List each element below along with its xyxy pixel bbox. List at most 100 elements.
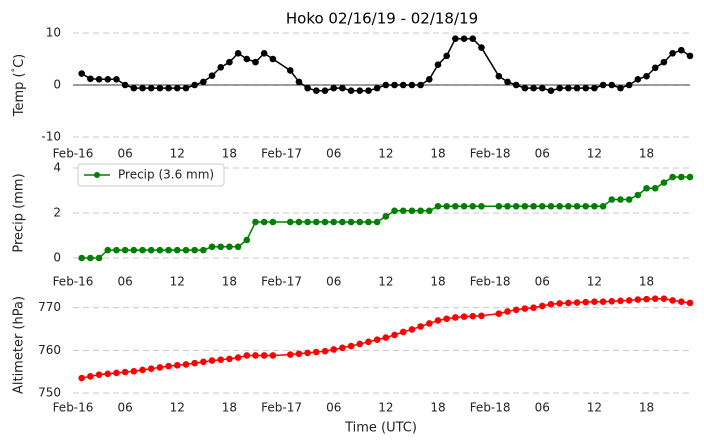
x-tick-label: Feb-17 (261, 147, 302, 161)
data-point (330, 346, 338, 353)
x-tick-label: 18 (430, 275, 445, 289)
data-point (304, 218, 311, 226)
data-point (399, 81, 407, 89)
x-tick-label: 12 (378, 147, 393, 161)
data-point (165, 246, 172, 254)
data-point (95, 254, 103, 262)
data-point (591, 84, 598, 92)
data-point (643, 72, 650, 80)
data-point (504, 202, 511, 210)
chart-title: Hoko 02/16/19 - 02/18/19 (286, 10, 478, 28)
data-point (234, 354, 242, 361)
data-point (678, 173, 685, 181)
data-point (547, 300, 555, 308)
data-point (365, 338, 372, 346)
x-tick-label: Feb-16 (53, 147, 94, 161)
x-tick-label: 06 (326, 147, 341, 161)
data-point (399, 207, 407, 215)
data-point (121, 246, 129, 254)
x-tick-label: 06 (118, 147, 133, 161)
data-point (173, 361, 181, 369)
data-point (173, 84, 181, 92)
data-point (356, 87, 364, 95)
data-point (565, 84, 572, 92)
data-point (295, 350, 303, 358)
data-point (634, 191, 642, 199)
data-point (617, 196, 624, 203)
data-point (573, 84, 581, 92)
data-point (686, 299, 694, 307)
data-point (104, 75, 112, 83)
data-point (243, 236, 251, 244)
x-tick-label: Feb-18 (470, 147, 511, 161)
data-point (443, 52, 450, 60)
data-point (591, 202, 598, 210)
data-point (573, 299, 581, 306)
data-point (217, 243, 225, 251)
data-point (191, 359, 198, 367)
data-point (608, 297, 616, 305)
x-tick-label: 12 (170, 147, 185, 161)
data-point (156, 364, 164, 371)
x-tick-label: 18 (430, 401, 445, 415)
x-axis-label: Time (UTC) (344, 421, 417, 436)
data-point (200, 78, 207, 86)
data-point (365, 87, 372, 95)
data-point (530, 84, 537, 92)
data-point (234, 243, 242, 251)
data-point (182, 361, 190, 368)
data-point (373, 84, 381, 92)
data-point (512, 81, 520, 89)
data-point (286, 351, 294, 358)
data-point (391, 81, 398, 89)
data-point (556, 84, 563, 92)
data-point (121, 81, 129, 89)
data-point (460, 313, 468, 320)
data-point (434, 202, 442, 210)
x-tick-label: 12 (170, 275, 185, 289)
data-point (573, 202, 581, 210)
data-point (113, 369, 120, 377)
data-point (208, 72, 216, 79)
data-point (382, 213, 390, 220)
data-point (565, 299, 572, 307)
data-point (365, 218, 372, 226)
data-point (582, 84, 590, 92)
data-point (286, 67, 294, 74)
x-tick-label: 06 (118, 401, 133, 415)
legend-marker (94, 172, 100, 178)
data-point (521, 84, 529, 92)
data-point (643, 184, 650, 192)
data-point (434, 317, 442, 324)
data-point (382, 81, 390, 89)
data-point (243, 55, 251, 63)
data-point (217, 64, 225, 71)
data-point (660, 179, 668, 186)
y-tick-label: 760 (38, 343, 61, 357)
x-tick-label: 12 (587, 401, 602, 415)
data-point (408, 207, 416, 215)
data-point (139, 246, 146, 254)
data-point (130, 367, 138, 375)
data-point (660, 58, 668, 66)
data-point (339, 344, 346, 352)
data-point (530, 304, 537, 311)
data-point (356, 218, 364, 226)
data-point (495, 202, 503, 210)
data-point (608, 81, 616, 89)
y-tick-label: 0 (53, 251, 61, 265)
data-point (591, 298, 598, 305)
data-point (617, 297, 624, 305)
data-point (200, 246, 207, 254)
data-point (295, 78, 303, 86)
data-point (104, 370, 112, 378)
data-point (408, 326, 416, 333)
x-tick-label: 12 (587, 275, 602, 289)
data-point (347, 342, 355, 350)
y-tick-label: 2 (53, 206, 61, 220)
data-point (191, 81, 198, 89)
data-point (504, 308, 511, 315)
data-point (608, 196, 616, 203)
data-point (208, 357, 216, 364)
data-point (478, 202, 485, 210)
